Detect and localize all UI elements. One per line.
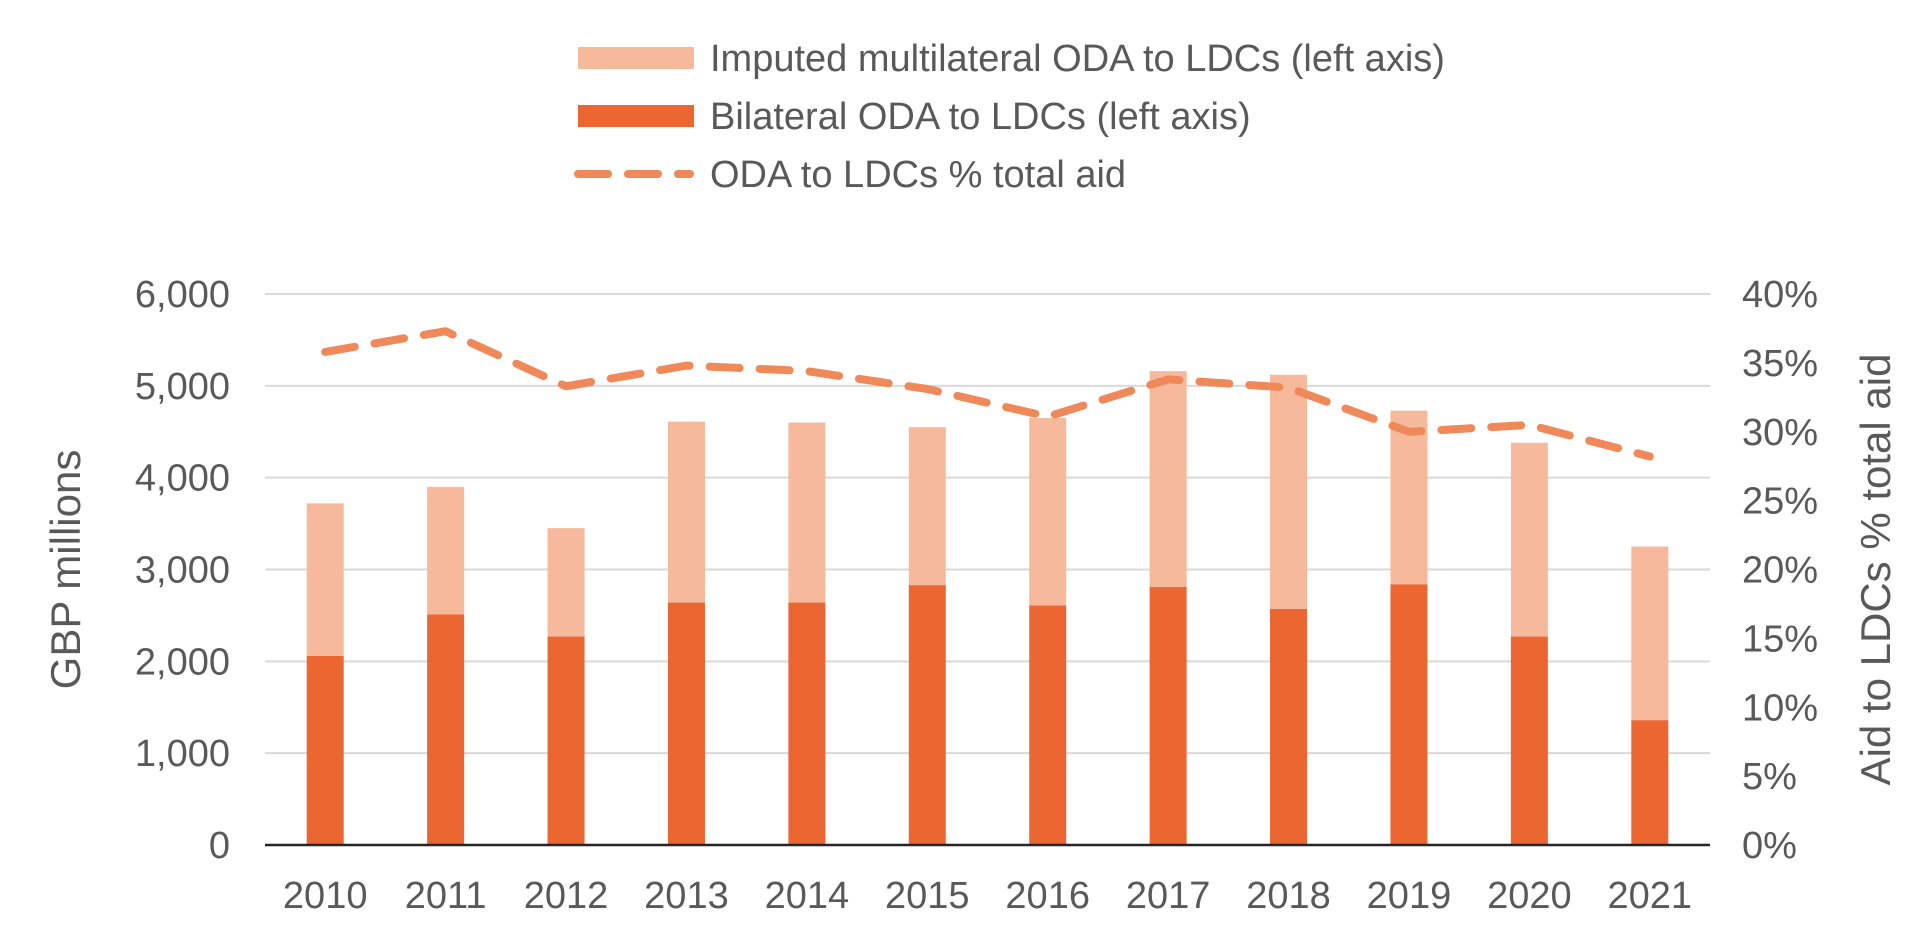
y-tick-label: 2,000 (135, 641, 230, 683)
bar (1631, 546, 1669, 721)
x-tick-label: 2011 (405, 875, 487, 917)
right-axis-ticks: 0% 5% 10% 15% 20% 25% 30% 35% 40% (1742, 274, 1818, 867)
bar (667, 602, 705, 845)
gridlines (265, 293, 1710, 755)
bar (908, 585, 946, 845)
percent-line-path (321, 327, 1654, 461)
x-tick-label: 2015 (885, 875, 970, 917)
bar (1270, 608, 1308, 845)
bar (1510, 636, 1548, 845)
bar (908, 427, 946, 586)
y2-tick-label: 30% (1742, 412, 1818, 454)
y-tick-label: 6,000 (135, 274, 230, 316)
bar (788, 422, 826, 603)
x-tick-label: 2014 (765, 875, 850, 917)
y-tick-label: 3,000 (135, 550, 230, 592)
bar (1510, 442, 1548, 637)
y2-tick-label: 40% (1742, 274, 1818, 316)
right-axis-title: Aid to LDCs % total aid (1852, 354, 1899, 786)
y-tick-label: 1,000 (135, 733, 230, 775)
bar (1149, 586, 1187, 845)
x-tick-label: 2020 (1487, 875, 1572, 917)
bar (427, 486, 465, 615)
x-tick-label: 2019 (1367, 875, 1452, 917)
bar (306, 503, 344, 656)
y2-tick-label: 25% (1742, 481, 1818, 523)
y-tick-label: 0 (209, 825, 230, 867)
x-tick-label: 2017 (1126, 875, 1211, 917)
x-tick-label: 2021 (1608, 875, 1693, 917)
y2-tick-label: 5% (1742, 756, 1797, 798)
x-tick-label: 2013 (644, 875, 729, 917)
bar (306, 655, 344, 845)
bar (1270, 374, 1308, 609)
bar (1029, 605, 1067, 845)
x-tick-label: 2010 (283, 875, 368, 917)
bar (1390, 410, 1428, 585)
left-axis-ticks: 0 1,000 2,000 3,000 4,000 5,000 6,000 (135, 274, 230, 867)
percent-line (321, 327, 1654, 461)
bar (547, 636, 585, 845)
bar (788, 602, 826, 845)
bar (547, 528, 585, 637)
y2-tick-label: 0% (1742, 825, 1797, 867)
x-tick-label: 2012 (524, 875, 609, 917)
bar (1631, 720, 1669, 845)
legend-swatch (578, 47, 694, 69)
y2-tick-label: 15% (1742, 618, 1818, 660)
legend-label: Bilateral ODA to LDCs (left axis) (710, 96, 1251, 138)
left-axis-title: GBP millions (42, 450, 89, 690)
legend: Imputed multilateral ODA to LDCs (left a… (574, 38, 1445, 196)
x-tick-label: 2016 (1005, 875, 1090, 917)
x-tick-label: 2018 (1246, 875, 1331, 917)
legend-swatch (578, 105, 694, 127)
y2-tick-label: 35% (1742, 343, 1818, 385)
y-tick-label: 4,000 (135, 458, 230, 500)
bar (1149, 371, 1187, 587)
y-tick-label: 5,000 (135, 366, 230, 408)
bar (427, 614, 465, 845)
y2-tick-label: 10% (1742, 687, 1818, 729)
legend-label: ODA to LDCs % total aid (710, 154, 1126, 196)
bar (1390, 584, 1428, 845)
x-axis-ticks: 2010 2011 2012 2013 2014 2015 2016 2017 2018 2019… (283, 875, 1692, 917)
bar (667, 421, 705, 603)
bar (1029, 417, 1067, 606)
legend-label: Imputed multilateral ODA to LDCs (left a… (710, 38, 1445, 80)
y2-tick-label: 20% (1742, 550, 1818, 592)
bars (306, 371, 1669, 845)
